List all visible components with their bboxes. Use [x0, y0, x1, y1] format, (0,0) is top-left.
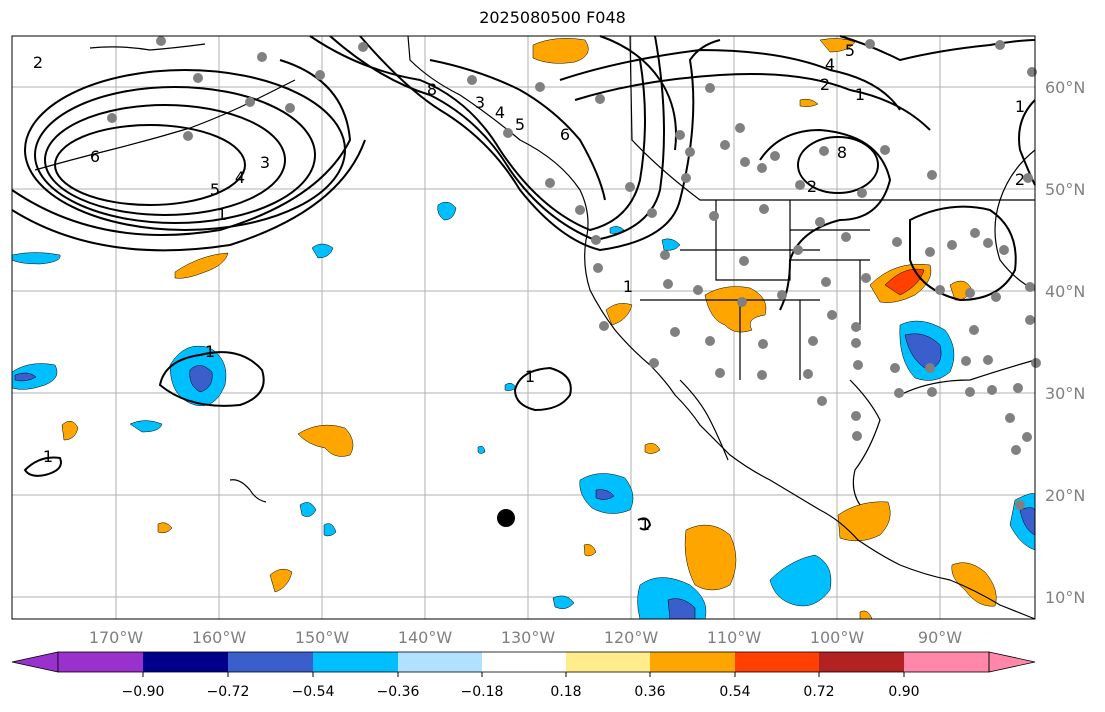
contour-label: 8 [427, 80, 437, 99]
contour-label: 1 [525, 367, 535, 386]
colorbar-cell [566, 652, 650, 672]
contour-label: 1 [855, 85, 865, 104]
colorbar-cell [482, 652, 566, 672]
colorbar-tick-label: 0.90 [888, 684, 919, 700]
latitude-axis: 60°N 50°N 40°N 30°N 20°N 10°N [1045, 78, 1085, 607]
colorbar-cell [58, 652, 143, 672]
contour-label: 6 [560, 125, 570, 144]
colorbar-tick-label: −0.90 [122, 684, 165, 700]
contour-label: 2 [1015, 170, 1025, 189]
lon-label: 130°W [501, 628, 556, 647]
lat-label: 20°N [1045, 486, 1085, 505]
colorbar-cell [819, 652, 904, 672]
shaded-anomalies [11, 38, 1036, 620]
lon-label: 160°W [192, 628, 247, 647]
contour-label: 1 [43, 447, 53, 466]
lat-label: 10°N [1045, 588, 1085, 607]
contour-label: 5 [210, 180, 220, 199]
contour-label: 4 [825, 55, 835, 74]
contour-label: 4 [235, 168, 245, 187]
colorbar-cell [228, 652, 313, 672]
lon-label: 140°W [398, 628, 453, 647]
colorbar-cell [650, 652, 735, 672]
colorbar: −0.90 −0.72 −0.54 −0.36 −0.18 0.18 0.36 … [11, 651, 1036, 700]
contour-label: 6 [90, 147, 100, 166]
colorbar-extend-high [988, 651, 1036, 673]
lat-label: 30°N [1045, 384, 1085, 403]
lat-label: 50°N [1045, 180, 1085, 199]
contour-label: 2 [807, 177, 817, 196]
colorbar-cell [904, 652, 989, 672]
contour-label: 4 [495, 103, 505, 122]
colorbar-cell [143, 652, 228, 672]
contour-label: 2 [820, 75, 830, 94]
contour-label: 2 [33, 53, 43, 72]
contour-label: 1 [623, 277, 633, 296]
colorbar-tick-label: 0.36 [634, 684, 665, 700]
colorbar-tick-label: 0.18 [550, 684, 581, 700]
lon-label: 170°W [89, 628, 144, 647]
map-title: 2025080500 F048 [479, 8, 626, 27]
station-markers [107, 36, 1041, 510]
colorbar-cell [398, 652, 482, 672]
contour-label: 1 [1015, 97, 1025, 116]
colorbar-tick-label: −0.36 [377, 684, 420, 700]
highlight-marker [497, 509, 515, 527]
lon-label: 110°W [707, 628, 762, 647]
colorbar-tick-label: 0.72 [803, 684, 834, 700]
colorbar-tick-label: −0.54 [292, 684, 335, 700]
lat-label: 40°N [1045, 282, 1085, 301]
contour-label: 8 [837, 143, 847, 162]
contour-label: 3 [260, 153, 270, 172]
contour-label: 3 [475, 93, 485, 112]
contour-lines [11, 35, 1036, 531]
contour-label: 1 [217, 205, 227, 224]
contour-label: 1 [640, 515, 650, 534]
lon-label: 100°W [810, 628, 865, 647]
colorbar-tick-label: −0.72 [207, 684, 250, 700]
contour-label: 5 [845, 41, 855, 60]
colorbar-cell [735, 652, 819, 672]
colorbar-tick-label: 0.54 [719, 684, 750, 700]
lon-label: 120°W [604, 628, 659, 647]
contour-label: 5 [515, 115, 525, 134]
contour-label: 1 [205, 342, 215, 361]
colorbar-cell [313, 652, 398, 672]
colorbar-extend-low [11, 651, 59, 673]
lon-label: 150°W [295, 628, 350, 647]
map-frame [11, 35, 1036, 620]
contour-label-group: 2 6 5 4 3 1 1 1 1 8 6 5 4 3 2 1 1 4 5 2 … [33, 41, 1025, 534]
colorbar-tick-label: −0.18 [461, 684, 504, 700]
lon-label: 90°W [918, 628, 962, 647]
lat-label: 60°N [1045, 78, 1085, 97]
longitude-axis: 170°W 160°W 150°W 140°W 130°W 120°W 110°… [89, 628, 962, 647]
